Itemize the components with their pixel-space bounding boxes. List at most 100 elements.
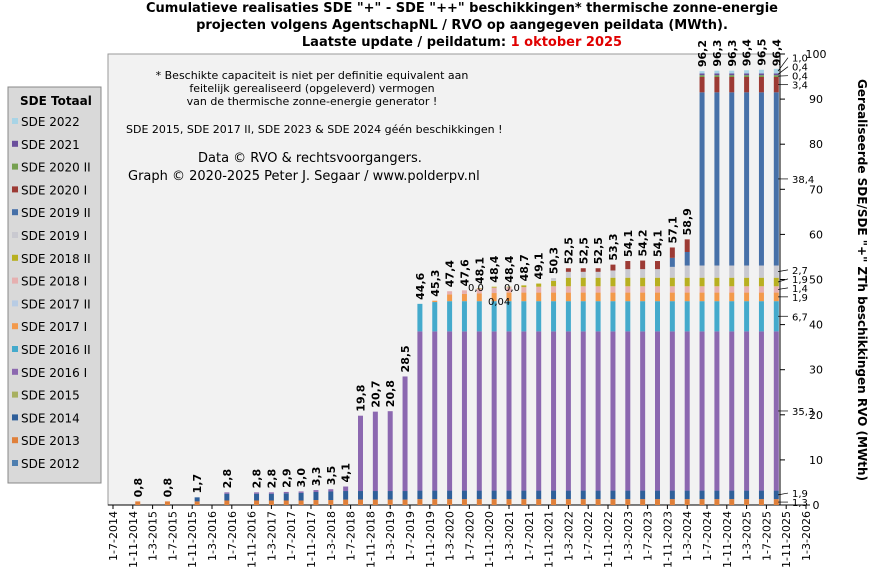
- end-label: 3,4: [792, 81, 808, 92]
- update-date: 1 oktober 2025: [511, 35, 623, 50]
- bar-segment: [417, 499, 423, 505]
- bar-segment: [506, 287, 512, 293]
- legend-swatch: [12, 140, 18, 147]
- total-label: 54,1: [622, 230, 635, 257]
- legend-label: SDE 2015: [21, 389, 80, 403]
- bar-segment: [580, 268, 586, 272]
- end-label: 1,9: [792, 275, 808, 286]
- bar-segment: [417, 303, 423, 332]
- x-tick-label: 1-11-2024: [721, 511, 734, 568]
- bar-segment: [699, 286, 705, 293]
- total-label: 2,9: [280, 468, 293, 488]
- bar-segment: [640, 301, 646, 332]
- bar-segment: [551, 286, 557, 293]
- bar-segment: [358, 491, 363, 500]
- legend-label: SDE 2021: [21, 138, 80, 152]
- bar-segment: [758, 490, 764, 500]
- y-tick-label: 100: [806, 48, 827, 61]
- bar-segment: [684, 239, 690, 252]
- legend-swatch: [12, 118, 18, 124]
- bar-segment: [699, 331, 705, 491]
- bar-segment: [595, 490, 601, 500]
- bar-segment: [669, 286, 675, 293]
- bar-segment: [595, 331, 601, 491]
- bar-segment: [164, 501, 170, 505]
- bar-segment: [684, 277, 690, 287]
- bar-segment: [461, 293, 467, 302]
- bar-segment: [461, 290, 467, 294]
- bar-segment: [595, 301, 601, 332]
- y-tick-label: 80: [809, 138, 823, 151]
- bar-segment: [536, 301, 542, 332]
- bar-segment: [773, 490, 779, 500]
- bar-segment: [758, 499, 764, 505]
- bar-segment: [729, 301, 735, 332]
- chart-title: projecten volgens AgentschapNL / RVO op …: [196, 18, 728, 33]
- x-tick-label: 1-11-2016: [246, 511, 259, 568]
- leader-line: [777, 66, 789, 75]
- legend-swatch: [12, 300, 18, 307]
- bar-segment: [580, 271, 586, 278]
- bar-segment: [669, 490, 675, 500]
- bar-segment: [328, 500, 334, 505]
- bar-segment: [744, 490, 750, 500]
- end-label: 1,3: [792, 498, 808, 509]
- bar-segment: [254, 500, 260, 505]
- bar-segment: [565, 331, 571, 491]
- bar-segment: [640, 260, 646, 270]
- bar-segment: [565, 268, 571, 272]
- total-label: 20,8: [384, 380, 397, 407]
- x-tick-label: 1-7-2024: [701, 511, 714, 561]
- x-tick-label: 1-3-2023: [622, 511, 635, 561]
- total-label: 28,5: [399, 345, 412, 372]
- update-line: Laatste update / peildatum: 1 oktober 20…: [302, 35, 622, 50]
- bar-segment: [699, 77, 705, 93]
- x-tick-label: 1-7-2014: [107, 511, 120, 561]
- bar-segment: [684, 251, 690, 266]
- bar-segment: [684, 265, 690, 278]
- bar-segment: [773, 277, 779, 287]
- legend-label: SDE 2013: [21, 434, 80, 448]
- bar-segment: [358, 499, 363, 505]
- bar-segment: [447, 499, 453, 505]
- bar-segment: [669, 499, 675, 505]
- bar-segment: [521, 490, 527, 500]
- bar-segment: [729, 92, 735, 266]
- bar-segment: [669, 247, 675, 258]
- bar-segment: [476, 293, 482, 302]
- x-tick-label: 1-3-2015: [147, 511, 160, 561]
- bar-segment: [655, 261, 660, 270]
- bar-segment: [773, 286, 779, 293]
- bar-segment: [372, 491, 378, 500]
- total-label: 47,4: [444, 260, 457, 287]
- total-label: 2,8: [265, 469, 278, 489]
- bar-segment: [714, 490, 720, 500]
- bar-segment: [610, 292, 616, 302]
- bar-segment: [640, 490, 646, 500]
- bar-segment: [447, 490, 453, 500]
- bar-segment: [343, 491, 349, 500]
- bar-segment: [565, 499, 571, 505]
- legend-label: SDE 2016 I: [21, 366, 87, 380]
- bar-segment: [610, 331, 616, 491]
- legend-swatch: [12, 391, 18, 398]
- bar-segment: [298, 500, 304, 505]
- bar-segment: [506, 499, 512, 505]
- bar-segment: [432, 302, 438, 332]
- bar-segment: [476, 288, 482, 294]
- bar-segment: [610, 301, 616, 332]
- y-tick-label: 0: [813, 499, 820, 512]
- legend-label: SDE 2018 II: [21, 252, 91, 266]
- bar-segment: [387, 491, 393, 500]
- bar-segment: [729, 292, 735, 302]
- bar-segment: [536, 490, 542, 500]
- bar-segment: [372, 411, 378, 492]
- bar-segment: [744, 286, 750, 293]
- bar-segment: [773, 292, 779, 302]
- bar-segment: [506, 490, 512, 500]
- x-tick-label: 1-7-2021: [523, 511, 536, 561]
- legend-label: SDE 2020 II: [21, 161, 91, 175]
- legend-swatch: [12, 437, 18, 444]
- bar-segment: [506, 301, 512, 332]
